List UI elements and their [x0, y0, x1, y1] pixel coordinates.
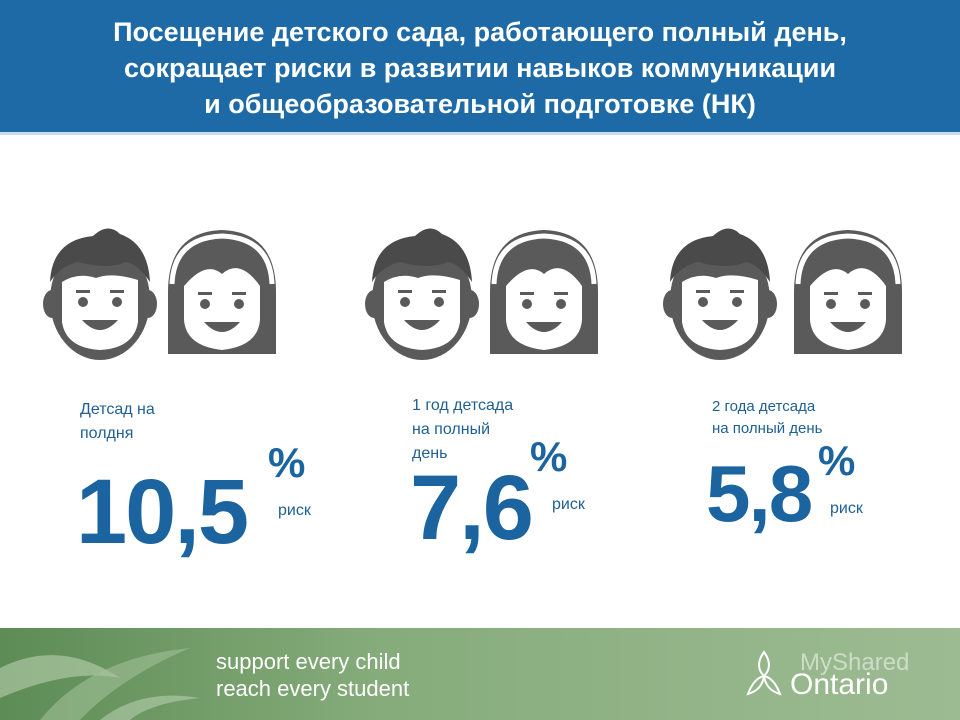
- caption-line: полдня: [80, 425, 134, 442]
- risk-label: риск: [278, 502, 311, 519]
- tagline-line: support every child: [216, 649, 401, 674]
- boy-face-icon: [43, 228, 157, 360]
- title-line-1: Посещение детского сада, работающего пол…: [113, 17, 847, 47]
- page-title: Посещение детского сада, работающего пол…: [20, 14, 940, 122]
- risk-value: 10,5: [76, 461, 249, 563]
- risk-value: 5,8: [706, 449, 813, 538]
- risk-label: риск: [552, 496, 585, 513]
- caption-two-years: 2 года детсада на полный день: [712, 396, 823, 440]
- tagline: support every child reach every student: [216, 648, 409, 702]
- caption-line: на полный день: [712, 420, 823, 437]
- risk-value: 7,6: [410, 457, 534, 559]
- percent-sign: %: [818, 437, 856, 484]
- title-banner: Посещение детского сада, работающего пол…: [0, 0, 960, 135]
- percent-sign: %: [530, 433, 568, 480]
- title-line-3: и общеобразовательной подготовке (НК): [204, 89, 756, 119]
- caption-one-year: 1 год детсада на полный день: [412, 394, 513, 466]
- girl-face-icon: [162, 222, 282, 362]
- trillium-logo-icon: [746, 650, 782, 696]
- caption-line: Детсад на: [80, 401, 155, 418]
- caption-line: день: [412, 445, 448, 462]
- caption-line: 1 год детсада: [412, 397, 514, 414]
- tagline-line: reach every student: [216, 676, 410, 701]
- title-line-2: сокращает риски в развитии навыков комму…: [123, 53, 837, 83]
- caption-line: 2 года детсада: [712, 398, 816, 415]
- brand-name: Ontario: [790, 668, 889, 701]
- watermark: MyShared: [800, 649, 910, 676]
- caption-line: на полный: [412, 421, 490, 438]
- caption-half-day: Детсад на полдня: [80, 398, 155, 446]
- risk-label: риск: [830, 500, 863, 517]
- percent-sign: %: [268, 439, 306, 486]
- leaf-decoration-icon: [0, 648, 200, 720]
- boy-face-icon: [365, 228, 479, 360]
- girl-face-icon: [484, 222, 604, 362]
- footer-banner: support every child reach every student …: [0, 628, 960, 720]
- girl-face-icon: [788, 222, 908, 362]
- boy-face-icon: [663, 228, 777, 360]
